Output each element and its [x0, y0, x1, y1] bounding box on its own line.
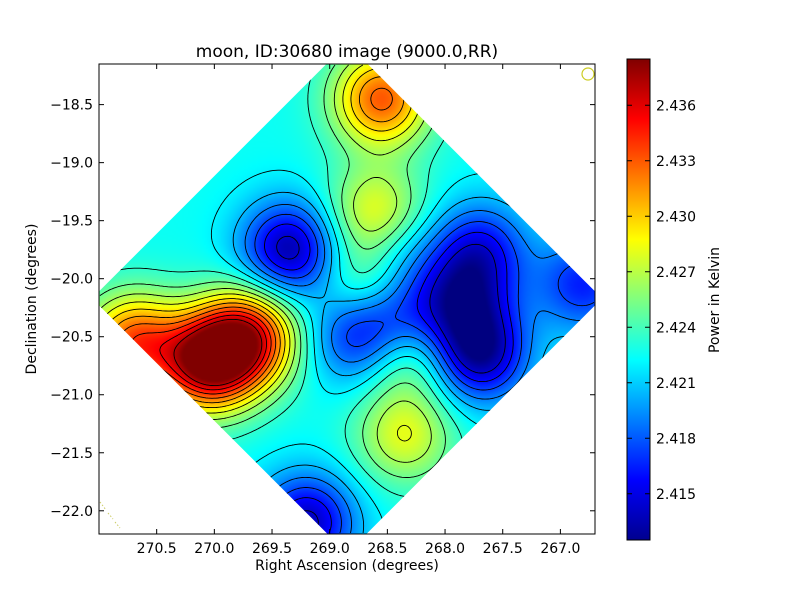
- contour-line: [173, 318, 263, 387]
- y-tick-label: −18.5: [50, 98, 93, 114]
- plot-frame: [98, 63, 596, 535]
- contour-line: [159, 314, 267, 391]
- colorbar-tick-label: 2.436: [656, 98, 696, 114]
- x-tick-label: 269.5: [252, 541, 292, 557]
- y-tick-label: −22.0: [50, 504, 93, 520]
- colorbar-tick-label: 2.418: [656, 431, 696, 447]
- beam-circle-marker: [581, 67, 595, 81]
- plot-area: [99, 64, 595, 534]
- colorbar-frame: [626, 58, 651, 541]
- contour-line: [99, 64, 446, 478]
- x-tick-label: 267.5: [483, 541, 523, 557]
- colorbar-gradient: [627, 59, 650, 540]
- x-axis-label: Right Ascension (degrees): [255, 558, 439, 574]
- x-tick-label: 268.0: [425, 541, 465, 557]
- colorbar-tick-label: 2.421: [656, 376, 696, 392]
- colorbar-tick-label: 2.415: [656, 487, 696, 503]
- colorbar-label: Power in Kelvin: [707, 247, 723, 353]
- y-tick-label: −21.5: [50, 446, 93, 462]
- contour-line: [244, 203, 595, 534]
- colorbar-tick-label: 2.424: [656, 320, 696, 336]
- x-tick-label: 268.5: [367, 541, 407, 557]
- x-tick-label: 270.0: [194, 541, 234, 557]
- x-tick-label: 269.0: [310, 541, 350, 557]
- y-tick-label: −19.5: [50, 214, 93, 230]
- y-tick-label: −19.0: [50, 156, 93, 172]
- y-tick-label: −20.5: [50, 330, 93, 346]
- y-axis-label: Declination (degrees): [24, 224, 40, 375]
- x-tick-label: 267.0: [540, 541, 580, 557]
- contour-line: [254, 213, 595, 534]
- colorbar-tick-label: 2.427: [656, 265, 696, 281]
- contour-line: [264, 223, 514, 534]
- corner-dotted-marker: [99, 501, 121, 529]
- colorbar-tick-label: 2.433: [656, 154, 696, 170]
- colorbar: 2.415 2.418 2.421 2.424 2.427 2.430 2.433 2.436…: [626, 58, 723, 541]
- x-axis: 270.5 270.0 269.5 269.0 268.5 268.0 267.5 267.0: [137, 64, 580, 557]
- y-tick-label: −21.0: [50, 388, 93, 404]
- contour-line: [276, 235, 506, 534]
- colorbar-tick-label: 2.430: [656, 209, 696, 225]
- chart-title: moon, ID:30680 image (9000.0,RR): [196, 42, 498, 62]
- y-axis: −18.5 −19.0 −19.5 −20.0 −20.5 −21.0 −21.5 −22.0: [50, 98, 595, 520]
- x-tick-label: 270.5: [137, 541, 177, 557]
- colorbar-ticks: 2.415 2.418 2.421 2.424 2.427 2.430 2.433 2.436: [627, 98, 696, 503]
- y-tick-label: −20.0: [50, 272, 93, 288]
